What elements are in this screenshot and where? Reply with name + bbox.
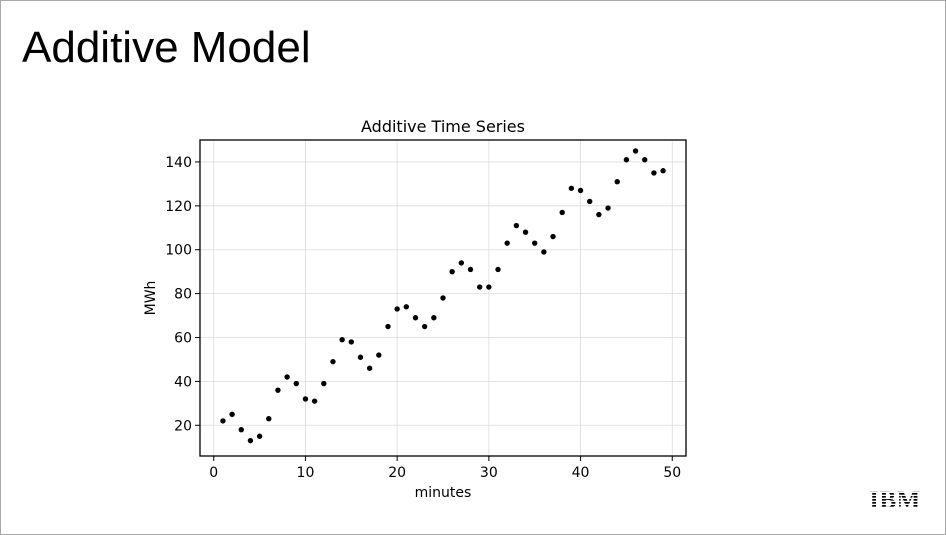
x-tick-label: 40 — [572, 465, 590, 481]
data-point — [256, 433, 263, 439]
data-point — [440, 295, 446, 301]
data-point — [412, 315, 419, 321]
data-point — [376, 352, 382, 358]
data-point — [275, 387, 281, 393]
data-point — [431, 315, 437, 321]
data-point — [458, 260, 465, 266]
y-tick-label: 100 — [165, 243, 192, 259]
data-point — [220, 418, 226, 424]
data-point — [302, 396, 309, 402]
data-point — [449, 268, 455, 275]
data-point — [559, 209, 565, 216]
data-point — [504, 240, 510, 246]
data-point — [229, 411, 235, 418]
data-point — [486, 284, 492, 290]
data-point — [348, 339, 355, 345]
data-point — [531, 240, 538, 246]
ibm-logo: IBM — [869, 487, 921, 511]
y-tick-label: 60 — [174, 331, 192, 347]
y-axis-label: MWh — [143, 281, 159, 316]
y-tick-label: 80 — [174, 287, 192, 303]
x-axis-ticks: 0 10 20 30 40 50 — [209, 456, 681, 481]
data-point — [660, 168, 666, 174]
data-point — [651, 170, 657, 176]
data-point — [522, 229, 529, 235]
data-point — [623, 157, 630, 163]
data-point — [394, 306, 400, 312]
data-point — [366, 365, 373, 371]
data-points — [220, 148, 666, 444]
data-point — [605, 205, 611, 211]
y-axis-ticks: 20 40 60 80 100 120 140 — [165, 155, 200, 434]
grid-lines — [200, 140, 686, 456]
data-point — [330, 358, 336, 365]
data-point — [587, 198, 593, 205]
data-point — [467, 266, 474, 273]
slide-title: Additive Model — [22, 23, 311, 72]
data-point — [247, 437, 254, 444]
x-tick-label: 50 — [663, 465, 681, 481]
data-point — [403, 304, 410, 310]
x-tick-label: 30 — [480, 465, 498, 481]
data-point — [476, 284, 483, 290]
data-point — [577, 187, 584, 194]
y-tick-label: 20 — [174, 418, 192, 434]
data-point — [632, 148, 639, 154]
data-point — [495, 266, 501, 273]
x-tick-label: 0 — [209, 465, 218, 481]
data-point — [568, 185, 575, 191]
data-point — [596, 211, 602, 218]
x-tick-label: 10 — [297, 465, 315, 481]
ibm-logo-text: IBM — [869, 487, 921, 511]
plot-frame — [199, 139, 687, 457]
data-point — [293, 380, 299, 387]
data-point — [541, 249, 547, 255]
data-point — [266, 415, 272, 422]
data-point — [284, 374, 290, 380]
data-point — [339, 336, 345, 343]
chart-title: Additive Time Series — [361, 117, 525, 136]
data-point — [357, 354, 364, 360]
data-point — [550, 233, 556, 240]
x-axis-label: minutes — [415, 485, 472, 501]
data-point — [311, 398, 318, 404]
data-point — [385, 323, 391, 330]
data-point — [513, 222, 520, 229]
y-tick-label: 40 — [174, 374, 192, 390]
x-tick-label: 20 — [388, 465, 406, 481]
data-point — [614, 178, 620, 185]
y-tick-label: 140 — [165, 155, 192, 171]
data-point — [642, 157, 648, 163]
data-point — [421, 323, 428, 330]
y-tick-label: 120 — [165, 199, 192, 215]
data-point — [321, 380, 327, 387]
data-point — [238, 426, 244, 433]
